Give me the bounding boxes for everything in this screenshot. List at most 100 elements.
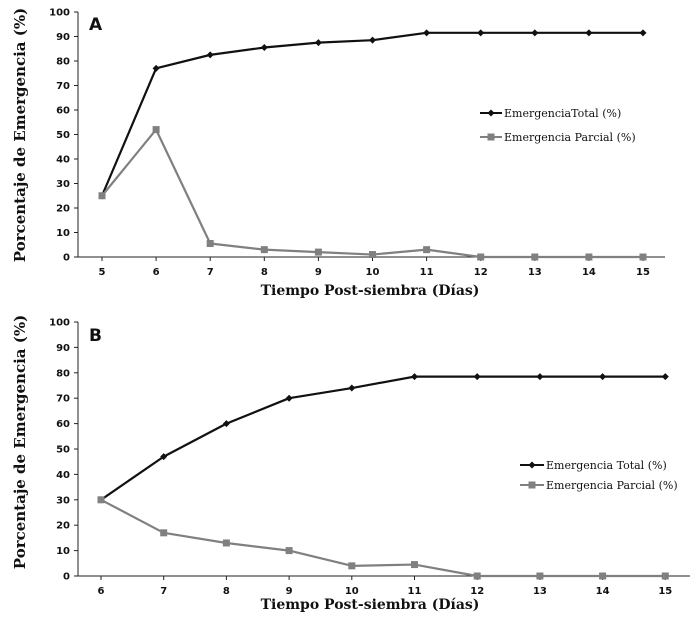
data-point-marker	[314, 39, 322, 47]
legend-label: Emergencia Total (%)	[546, 459, 667, 472]
data-point-marker	[423, 29, 431, 37]
legend-item: Emergencia Parcial (%)	[520, 479, 678, 492]
x-tick-label: 14	[582, 267, 596, 278]
x-tick-label: 12	[474, 267, 488, 278]
data-point-marker	[477, 253, 485, 261]
x-tick-label: 14	[596, 586, 610, 597]
y-tick-label: 60	[56, 419, 70, 430]
series-line	[100, 375, 666, 501]
legend-item: Emergencia Parcial (%)	[480, 131, 636, 144]
legend-marker	[528, 481, 536, 489]
y-tick-label: 90	[56, 32, 70, 43]
chart-panel-b: 0 10 20 30 40 50 60 70 80 90 100 6 7 8 9 10 11 12 13 14 15 Em…	[11, 315, 690, 613]
data-point-marker	[531, 29, 539, 37]
x-tick-label: 10	[366, 267, 380, 278]
panel-letter: A	[89, 15, 103, 35]
y-tick-label: 80	[56, 57, 70, 68]
data-point-marker	[97, 496, 105, 504]
data-point-marker	[585, 253, 593, 261]
x-axis-title: Tiempo Post-siembra (Días)	[261, 597, 480, 613]
x-tick-label: 13	[533, 586, 547, 597]
x-tick-label: 8	[223, 586, 230, 597]
data-point-marker	[160, 453, 168, 461]
x-tick-label: 13	[528, 267, 542, 278]
y-tick-label: 90	[56, 343, 70, 354]
x-tick-label: 10	[345, 586, 359, 597]
x-tick-label: 15	[658, 586, 672, 597]
data-point-marker	[285, 547, 293, 555]
chart-panel-a: 0 10 20 30 40 50 60 70 80 90 100 5 6 7 8 9 10 11 12 13 14 15 E…	[11, 8, 665, 299]
y-tick-label: 70	[56, 394, 70, 405]
y-tick-label: 10	[56, 228, 70, 239]
data-point-marker	[152, 64, 160, 72]
x-tick-label: 9	[315, 267, 322, 278]
x-tick-label: 5	[99, 267, 106, 278]
data-point-marker	[599, 373, 607, 381]
series-line	[101, 128, 643, 259]
x-tick-label: 15	[636, 267, 650, 278]
x-tick-label: 8	[261, 267, 268, 278]
legend-marker	[528, 461, 536, 469]
data-point-marker	[206, 51, 214, 59]
y-tick-label: 20	[56, 521, 70, 532]
data-point-marker	[661, 572, 669, 580]
y-axis-title: Porcentaje de Emergencia (%)	[11, 8, 29, 262]
data-point-marker	[369, 251, 376, 259]
data-point-marker	[222, 539, 230, 547]
data-point-marker	[314, 248, 322, 256]
data-point-marker	[348, 384, 356, 392]
legend-marker	[487, 109, 495, 117]
y-tick-label: 80	[56, 368, 70, 379]
x-axis-title: Tiempo Post-siembra (Días)	[261, 283, 480, 299]
data-point-marker	[477, 29, 485, 37]
legend-label: EmergenciaTotal (%)	[504, 107, 621, 120]
panel-letter: B	[89, 326, 102, 346]
data-point-marker	[473, 572, 481, 580]
data-point-marker	[206, 240, 214, 248]
data-point-marker	[260, 246, 268, 254]
data-point-marker	[285, 394, 293, 402]
data-point-marker	[423, 246, 431, 254]
data-point-marker	[348, 562, 356, 570]
legend-label: Emergencia Parcial (%)	[546, 479, 678, 492]
data-point-marker	[585, 29, 593, 37]
x-tick-label: 7	[207, 267, 214, 278]
data-point-marker	[260, 44, 268, 52]
data-point-marker	[536, 572, 544, 580]
y-tick-label: 20	[56, 204, 70, 215]
y-tick-label: 30	[56, 495, 70, 506]
x-tick-label: 11	[420, 267, 434, 278]
data-point-marker	[599, 572, 607, 580]
x-tick-label: 6	[98, 586, 105, 597]
y-tick-label: 100	[49, 318, 70, 329]
y-tick-label: 40	[56, 470, 70, 481]
y-tick-label: 60	[56, 106, 70, 117]
legend-label: Emergencia Parcial (%)	[504, 131, 636, 144]
x-tick-label: 9	[286, 586, 293, 597]
data-point-marker	[473, 373, 481, 381]
y-tick-label: 0	[63, 572, 70, 583]
y-tick-label: 100	[49, 8, 70, 19]
data-point-marker	[661, 373, 669, 381]
legend-marker	[487, 133, 495, 141]
y-tick-label: 10	[56, 546, 70, 557]
data-point-marker	[98, 192, 106, 200]
x-tick-label: 6	[153, 267, 160, 278]
data-point-marker	[222, 420, 230, 428]
y-tick-label: 50	[56, 445, 70, 456]
x-tick-label: 12	[470, 586, 484, 597]
data-point-marker	[369, 36, 376, 44]
data-point-marker	[536, 373, 544, 381]
y-tick-label: 30	[56, 179, 70, 190]
y-tick-label: 0	[63, 253, 70, 264]
data-point-marker	[411, 373, 418, 381]
x-tick-label: 11	[408, 586, 422, 597]
data-point-marker	[411, 561, 418, 569]
data-point-marker	[639, 253, 647, 261]
data-point-marker	[639, 29, 647, 37]
y-tick-label: 70	[56, 81, 70, 92]
data-point-marker	[531, 253, 539, 261]
y-tick-label: 50	[56, 130, 70, 141]
series-line	[100, 498, 666, 578]
